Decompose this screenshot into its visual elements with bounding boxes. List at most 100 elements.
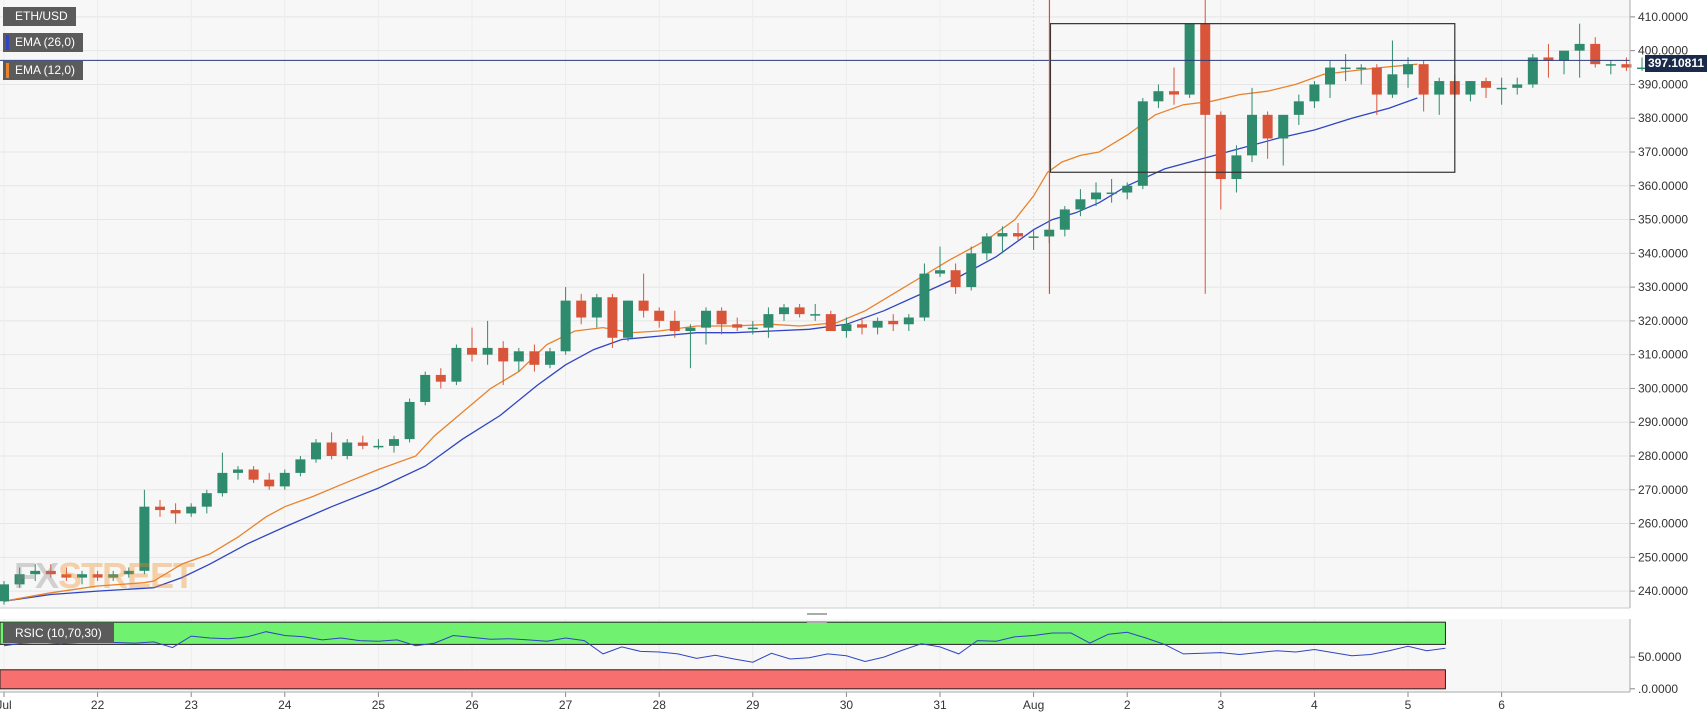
y-tick-label: 270.0000 [1638, 483, 1688, 497]
candle [14, 567, 25, 588]
candle [1278, 114, 1289, 166]
candle [1153, 84, 1164, 109]
rsi-y-tick-label: 50.0000 [1638, 650, 1682, 664]
candle-body [1215, 114, 1226, 180]
candle [513, 347, 524, 372]
candle [373, 439, 384, 450]
candle [1340, 54, 1351, 82]
candle [763, 307, 774, 338]
candle [155, 499, 166, 517]
candle [61, 567, 72, 581]
candle-body [888, 320, 899, 325]
symbol-label[interactable]: ETH/USD [3, 7, 76, 26]
x-tick-label: 6 [1498, 698, 1505, 712]
candle-body [810, 314, 821, 316]
x-tick-label: 29 [746, 698, 760, 712]
candle-body [841, 324, 852, 332]
ema26-label-text: EMA (26,0) [15, 35, 76, 49]
ema26-label[interactable]: EMA (26,0) [3, 33, 84, 52]
ema12-label[interactable]: EMA (12,0) [3, 61, 84, 80]
candle-body [0, 584, 9, 602]
y-tick-label: 240.0000 [1638, 584, 1688, 598]
rsi-label[interactable]: RSIC (10,70,30) [3, 623, 114, 643]
candle [1496, 77, 1507, 105]
y-tick-label: 310.0000 [1638, 348, 1688, 362]
x-tick-label: 27 [559, 698, 573, 712]
candle-body [919, 273, 930, 318]
x-tick-label: 2 [1124, 698, 1131, 712]
candle-body [451, 347, 462, 382]
candle-body [1153, 91, 1164, 102]
rsi-overbought-zone [0, 621, 1446, 645]
candle-body [966, 253, 977, 288]
candle-body [373, 445, 384, 448]
overlay-layer [0, 0, 1630, 294]
candle [77, 570, 88, 585]
candle [1559, 50, 1570, 75]
candle-body [1403, 64, 1414, 75]
candle [357, 435, 368, 450]
candle-body [14, 574, 25, 585]
candle [654, 307, 665, 328]
y-tick-label: 300.0000 [1638, 381, 1688, 395]
candle [810, 304, 821, 321]
candle-body [638, 300, 649, 311]
candle [1605, 60, 1616, 75]
candle-body [903, 317, 914, 325]
candle [576, 293, 587, 325]
pane-resize-handle[interactable] [807, 613, 827, 623]
candle-body [1496, 87, 1507, 90]
candle-body [45, 570, 56, 575]
ema26-swatch [6, 35, 9, 50]
candle [997, 226, 1008, 254]
candle-layer [0, 0, 1663, 605]
candle-body [1340, 67, 1351, 70]
candle [919, 263, 930, 321]
y-tick-label: 350.0000 [1638, 213, 1688, 227]
candle [1387, 40, 1398, 98]
y-tick-label: 260.0000 [1638, 517, 1688, 531]
candle-body [155, 506, 166, 511]
candle-body [1481, 81, 1492, 88]
rsi-layer [0, 621, 1446, 690]
candle-body [981, 236, 992, 254]
x-tick-label: 4 [1311, 698, 1318, 712]
candle [482, 320, 493, 365]
candle [1403, 57, 1414, 88]
candle [1122, 182, 1133, 200]
y-tick-label: 290.0000 [1638, 415, 1688, 429]
candle [1200, 0, 1211, 294]
candle [248, 466, 259, 484]
candle-body [1325, 67, 1336, 85]
candle-body [1059, 209, 1070, 230]
candle [669, 310, 680, 338]
candle-body [498, 347, 509, 362]
candle [123, 567, 134, 578]
ema12-label-text: EMA (12,0) [15, 63, 76, 77]
candle-body [1543, 57, 1554, 61]
candle [903, 314, 914, 332]
candle-body [607, 297, 618, 338]
candle [108, 570, 119, 581]
candle [1262, 111, 1273, 159]
candle [591, 293, 602, 328]
candle [560, 287, 571, 355]
rsi-label-text: RSIC (10,70,30) [15, 626, 102, 640]
candle [404, 398, 415, 443]
candle-body [1106, 192, 1117, 195]
candle [1590, 37, 1601, 68]
candle-body [1559, 50, 1570, 61]
candle-body [950, 270, 961, 288]
y-tick-label: 370.0000 [1638, 145, 1688, 159]
candle-body [623, 300, 634, 338]
candle-body [1184, 23, 1195, 95]
candle-body [701, 310, 712, 328]
candle-body [685, 327, 696, 332]
candle [1527, 54, 1538, 88]
candle [888, 314, 899, 332]
watermark-fx: FX [14, 555, 59, 596]
candle-body [1418, 64, 1429, 95]
y-tick-label: 360.0000 [1638, 179, 1688, 193]
candle [841, 317, 852, 338]
